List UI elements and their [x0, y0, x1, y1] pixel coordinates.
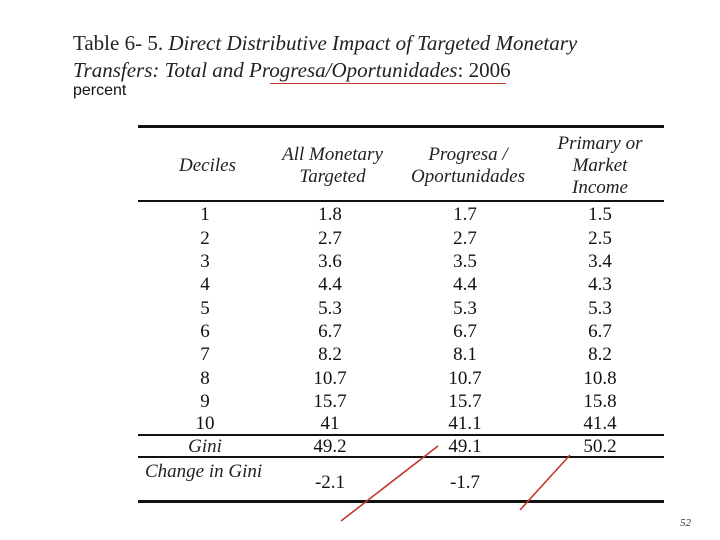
decile-cell: 5 [200, 298, 210, 319]
column-header-primary-income: Primary or Market Income [545, 133, 655, 199]
change-in-gini-label: Change in Gini [145, 461, 263, 482]
gini-all-monetary: 49.2 [313, 436, 347, 457]
decile-cell: 6 [200, 321, 210, 342]
header-text: All Monetary [282, 144, 383, 165]
title-line-1: Table 6- 5. Direct Distributive Impact o… [73, 30, 673, 57]
gini-label: Gini [188, 436, 222, 457]
header-text: Oportunidades [411, 166, 525, 187]
primary-income-cell: 6.7 [588, 321, 612, 342]
all-monetary-cell: 15.7 [313, 391, 347, 412]
header-text: Primary or [557, 133, 643, 154]
title-prefix: Table 6- 5. [73, 31, 169, 55]
primary-income-cell: 15.8 [583, 391, 617, 412]
primary-income-cell: 4.3 [588, 274, 612, 295]
annotation-slash-right [519, 454, 571, 511]
annotation-underline [270, 83, 506, 84]
body-bottom-rule [138, 434, 664, 436]
title-italic-1: Direct Distributive Impact of Targeted M… [168, 31, 578, 55]
decile-cell: 1 [200, 204, 210, 225]
primary-income-cell: 10.8 [583, 368, 617, 389]
all-monetary-cell: 41 [320, 413, 340, 434]
header-text: Targeted [299, 166, 366, 187]
all-monetary-cell: 5.3 [318, 298, 342, 319]
progresa-cell: 1.7 [453, 204, 477, 225]
header-rule [138, 200, 664, 202]
title-italic-2: Transfers: Total and Progresa/Oportunida… [73, 58, 458, 82]
header-text: Income [572, 177, 628, 198]
primary-income-cell: 3.4 [588, 251, 612, 272]
column-header-progresa: Progresa / Oportunidades [398, 144, 538, 188]
decile-cell: 3 [200, 251, 210, 272]
progresa-cell: 3.5 [453, 251, 477, 272]
progresa-cell: 15.7 [448, 391, 482, 412]
all-monetary-cell: 10.7 [313, 368, 347, 389]
progresa-cell: 5.3 [453, 298, 477, 319]
table-top-rule [138, 125, 664, 128]
title-line-2: Transfers: Total and Progresa/Oportunida… [73, 57, 673, 84]
progresa-cell: 2.7 [453, 228, 477, 249]
change-all-monetary: -2.1 [314, 472, 346, 493]
decile-cell: 7 [200, 344, 210, 365]
table-units-label: percent [73, 82, 127, 99]
decile-cell: 2 [200, 228, 210, 249]
gini-rule [138, 456, 664, 458]
all-monetary-cell: 2.7 [318, 228, 342, 249]
progresa-cell: 6.7 [453, 321, 477, 342]
progresa-cell: 4.4 [453, 274, 477, 295]
primary-income-cell: 1.5 [588, 204, 612, 225]
decile-cell: 4 [200, 274, 210, 295]
annotation-slash-left [340, 445, 439, 522]
primary-income-cell: 5.3 [588, 298, 612, 319]
primary-income-cell: 8.2 [588, 344, 612, 365]
all-monetary-cell: 4.4 [318, 274, 342, 295]
progresa-cell: 8.1 [453, 344, 477, 365]
change-progresa: -1.7 [449, 472, 481, 493]
column-header-all-monetary: All Monetary Targeted [265, 144, 400, 188]
decile-cell: 9 [200, 391, 210, 412]
gini-progresa: 49.1 [448, 436, 482, 457]
decile-cell: 10 [195, 413, 215, 434]
header-text: Deciles [179, 155, 236, 176]
primary-income-cell: 2.5 [588, 228, 612, 249]
header-text: Market [572, 155, 628, 176]
progresa-cell: 41.1 [448, 413, 482, 434]
table-title: Table 6- 5. Direct Distributive Impact o… [73, 30, 673, 84]
all-monetary-cell: 8.2 [318, 344, 342, 365]
all-monetary-cell: 3.6 [318, 251, 342, 272]
gini-primary-income: 50.2 [583, 436, 617, 457]
primary-income-cell: 41.4 [583, 413, 617, 434]
decile-cell: 8 [200, 368, 210, 389]
all-monetary-cell: 6.7 [318, 321, 342, 342]
all-monetary-cell: 1.8 [318, 204, 342, 225]
column-header-deciles: Deciles [160, 155, 255, 177]
page-number: 52 [680, 517, 691, 529]
table-bottom-rule [138, 500, 664, 503]
progresa-cell: 10.7 [448, 368, 482, 389]
header-text: Progresa / [428, 144, 508, 165]
title-suffix: : 2006 [457, 58, 511, 82]
